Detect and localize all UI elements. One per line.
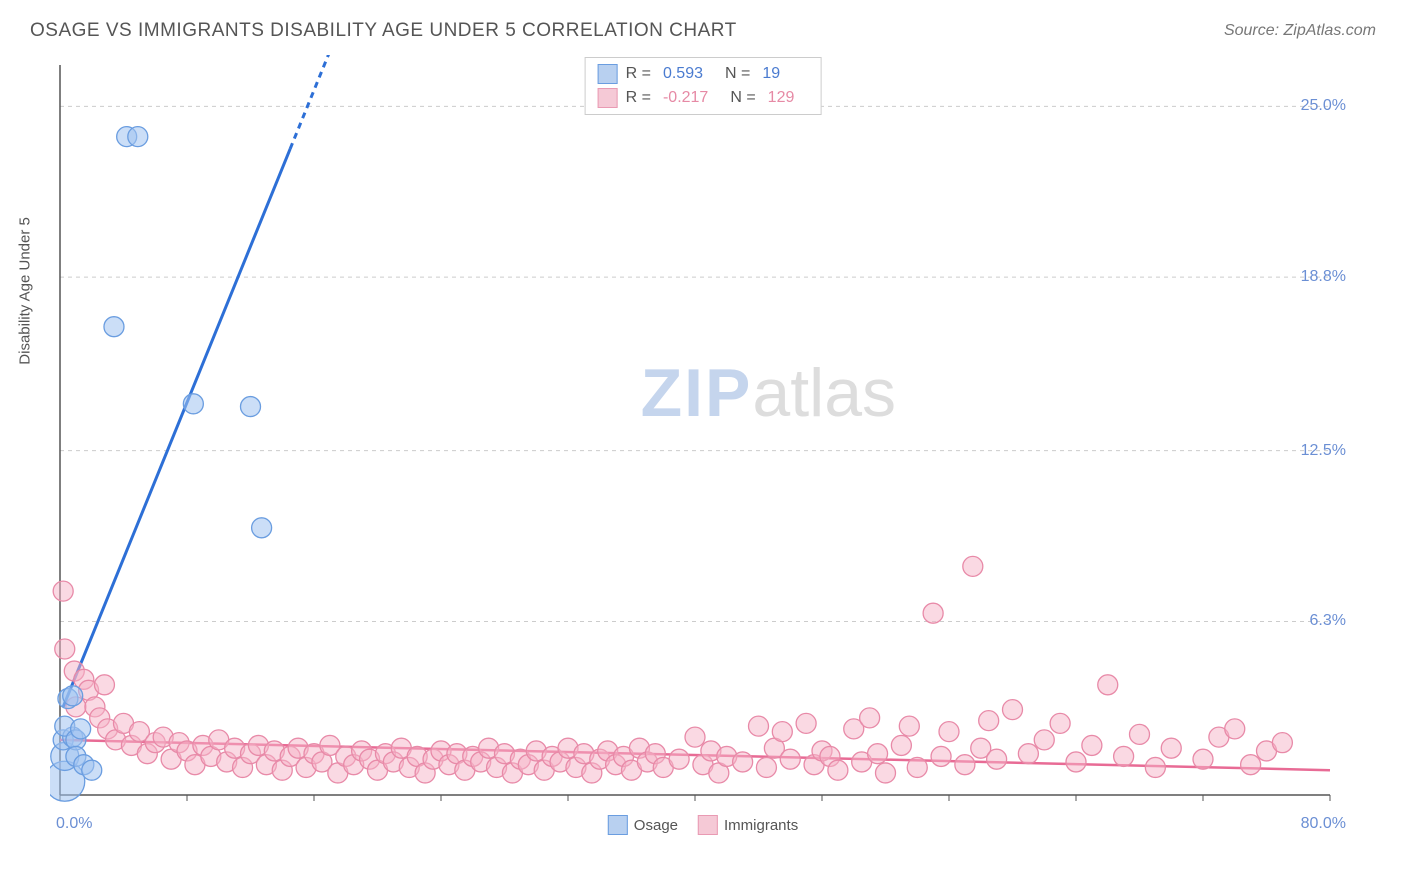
legend-swatch xyxy=(598,88,618,108)
legend-swatch xyxy=(608,815,628,835)
scatter-plot xyxy=(50,55,1356,805)
y-axis-label: Disability Age Under 5 xyxy=(17,217,34,365)
x-max-label: 80.0% xyxy=(1301,815,1346,833)
legend-row: R = -0.217 N = 129 xyxy=(598,86,809,110)
legend-item: Immigrants xyxy=(698,815,798,835)
series-legend: Osage Immigrants xyxy=(608,815,798,835)
x-min-label: 0.0% xyxy=(56,815,92,833)
legend-swatch xyxy=(698,815,718,835)
y-tick-label: 6.3% xyxy=(1310,612,1346,630)
chart-title: OSAGE VS IMMIGRANTS DISABILITY AGE UNDER… xyxy=(30,20,737,42)
y-tick-label: 12.5% xyxy=(1301,442,1346,460)
y-tick-label: 25.0% xyxy=(1301,97,1346,115)
legend-item: Osage xyxy=(608,815,678,835)
y-tick-label: 18.8% xyxy=(1301,268,1346,286)
correlation-legend: R = 0.593 N = 19 R = -0.217 N = 129 xyxy=(585,57,822,115)
chart-header: OSAGE VS IMMIGRANTS DISABILITY AGE UNDER… xyxy=(0,0,1406,52)
legend-swatch xyxy=(598,64,618,84)
legend-row: R = 0.593 N = 19 xyxy=(598,62,809,86)
chart-source: Source: ZipAtlas.com xyxy=(1224,22,1376,40)
chart-area: Disability Age Under 5 ZIPatlas R = 0.59… xyxy=(50,55,1356,805)
